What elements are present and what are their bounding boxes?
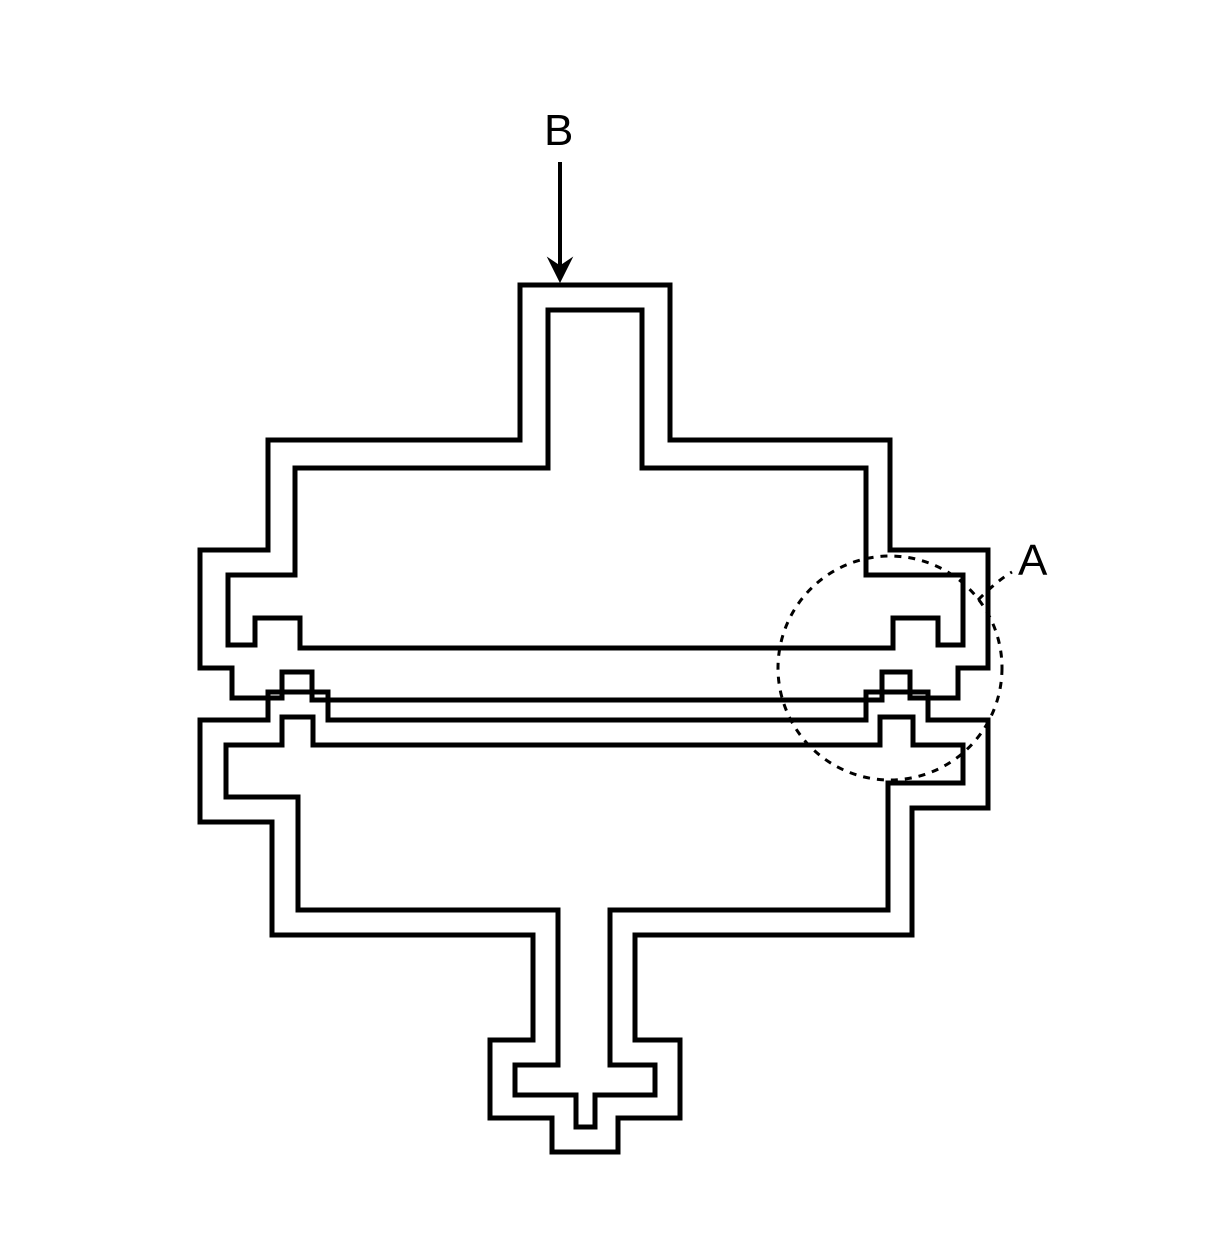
upper-inner: [228, 310, 963, 648]
lower-inner: [226, 717, 963, 1127]
label-a: A: [1018, 536, 1047, 586]
label-b: B: [544, 106, 573, 156]
callout-leader-a: [978, 572, 1012, 600]
upper-outer: [200, 285, 988, 700]
diagram-svg: [0, 0, 1208, 1249]
lower-outer: [200, 692, 988, 1152]
